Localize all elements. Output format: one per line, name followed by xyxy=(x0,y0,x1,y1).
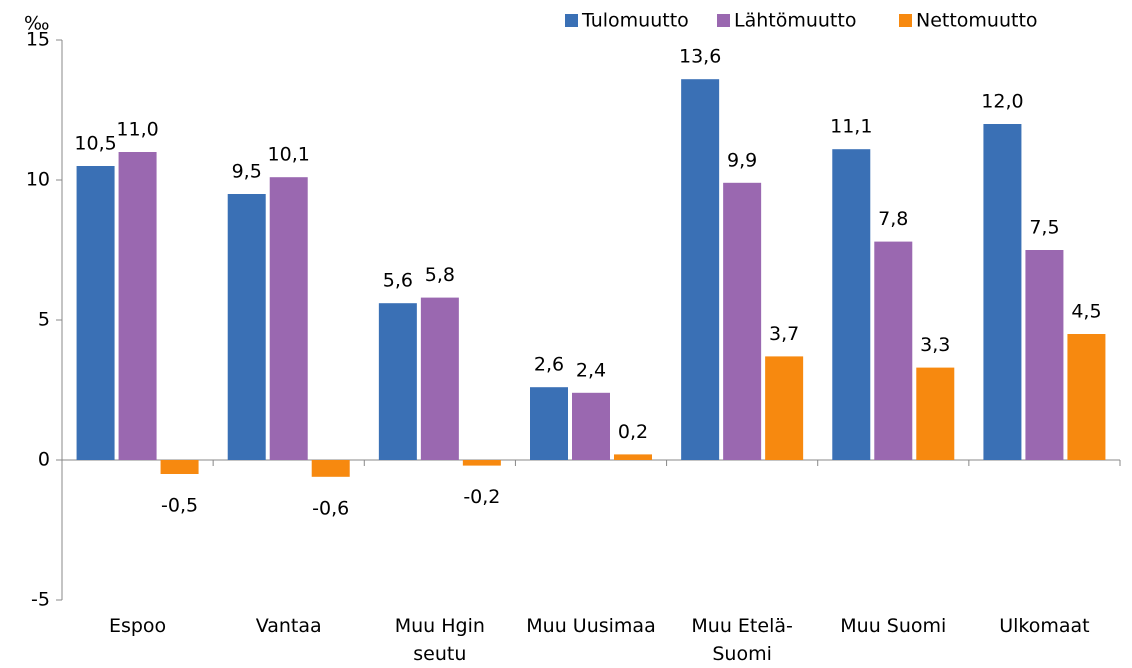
x-tick-label: Vantaa xyxy=(255,615,322,637)
bar xyxy=(76,166,115,460)
data-label: 9,5 xyxy=(232,161,262,183)
data-label: 7,5 xyxy=(1029,217,1059,239)
bar xyxy=(681,79,720,460)
data-label: 2,4 xyxy=(576,359,606,381)
data-label: 7,8 xyxy=(878,208,908,230)
data-label: 10,5 xyxy=(74,133,116,155)
data-label: 11,1 xyxy=(830,116,872,138)
data-label: 0,2 xyxy=(618,421,648,443)
bar xyxy=(983,124,1022,460)
y-tick-label: 15 xyxy=(26,29,50,51)
bar xyxy=(765,356,804,460)
bar xyxy=(311,460,350,477)
y-axis-label: ‰ xyxy=(24,13,50,35)
y-tick-label: 5 xyxy=(38,309,50,331)
data-label: -0,2 xyxy=(463,486,500,508)
bar xyxy=(614,454,652,460)
legend-swatch xyxy=(899,14,912,27)
bar xyxy=(118,152,157,460)
data-label: 9,9 xyxy=(727,149,757,171)
data-label: 13,6 xyxy=(679,46,721,68)
bar xyxy=(227,194,266,460)
data-label: 5,8 xyxy=(425,264,455,286)
bar xyxy=(1067,334,1106,460)
data-label: 11,0 xyxy=(116,119,158,141)
legend-label: Tulomuutto xyxy=(581,10,689,32)
legend-swatch xyxy=(565,14,578,27)
bar xyxy=(916,367,955,460)
bar xyxy=(832,149,871,460)
y-tick-label: 10 xyxy=(26,169,50,191)
x-tick-label: Ulkomaat xyxy=(999,615,1090,637)
legend-label: Nettomuutto xyxy=(916,10,1038,32)
x-tick-label: Muu Suomi xyxy=(840,615,947,637)
bar xyxy=(269,177,308,460)
bar xyxy=(420,297,459,460)
bar xyxy=(462,460,501,466)
bar xyxy=(874,241,913,460)
data-label: 5,6 xyxy=(383,270,413,292)
legend-swatch xyxy=(717,14,730,27)
x-tick-label: Muu Etelä- Suomi xyxy=(691,615,793,665)
data-label: -0,5 xyxy=(161,495,198,517)
x-tick-label: Muu Hgin seutu xyxy=(394,615,485,665)
bar xyxy=(572,392,610,460)
bar xyxy=(530,387,568,460)
y-tick-label: 0 xyxy=(38,449,50,471)
y-tick-label: -5 xyxy=(31,589,50,611)
bar xyxy=(723,182,762,461)
data-label: 2,6 xyxy=(534,354,564,376)
data-label: 4,5 xyxy=(1071,301,1101,323)
data-label: 3,3 xyxy=(920,334,950,356)
bar xyxy=(160,460,199,474)
data-label: -0,6 xyxy=(312,497,349,519)
bar xyxy=(1025,250,1064,460)
data-label: 3,7 xyxy=(769,323,799,345)
data-label: 10,1 xyxy=(268,144,310,166)
legend-label: Lähtömuutto xyxy=(734,10,856,32)
x-tick-label: Muu Uusimaa xyxy=(526,615,656,637)
bar xyxy=(378,303,417,460)
data-label: 12,0 xyxy=(981,91,1023,113)
x-tick-label: Espoo xyxy=(108,615,167,637)
